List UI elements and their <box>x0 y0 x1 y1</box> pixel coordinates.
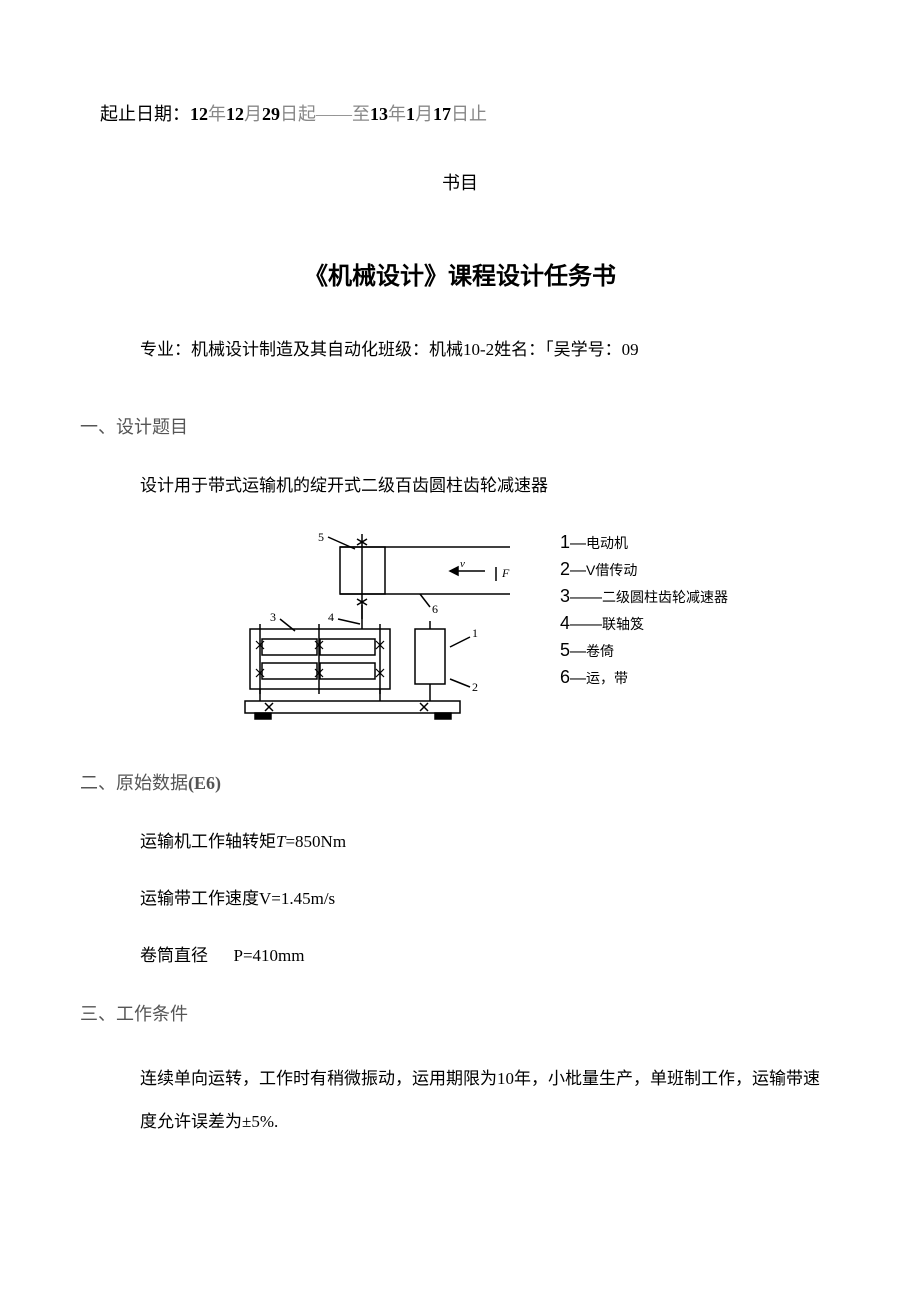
legend-item-1: 1—电动机 <box>560 529 728 556</box>
diagram-section: 5 v F 6 <box>100 529 820 729</box>
svg-text:5: 5 <box>318 530 324 544</box>
date-t6: 日止 <box>451 104 487 124</box>
date-t2: 月 <box>244 104 262 124</box>
date-month1: 12 <box>226 104 244 124</box>
section3-heading: 三、工作条件 <box>80 1000 820 1029</box>
svg-text:2: 2 <box>472 680 478 694</box>
date-day1: 29 <box>262 104 280 124</box>
date-t3: 日起——至 <box>280 104 370 124</box>
date-day2: 17 <box>433 104 451 124</box>
document-title: 《机械设计》课程设计任务书 <box>100 258 820 296</box>
legend-item-6: 6—运，带 <box>560 664 728 691</box>
legend-item-5: 5—卷倚 <box>560 637 728 664</box>
legend-item-2: 2—V借传动 <box>560 556 728 583</box>
date-t5: 月 <box>415 104 433 124</box>
section1-heading: 一、设计题目 <box>80 413 820 442</box>
date-month2: 1 <box>406 104 415 124</box>
data-speed: 运输带工作速度V=1.45m/s <box>100 885 820 912</box>
svg-text:6: 6 <box>432 602 438 616</box>
data-diameter: 卷筒直径 P=410mm <box>100 942 820 969</box>
svg-text:F: F <box>501 566 510 580</box>
data-torque: 运输机工作轴转矩T=850Nm <box>100 828 820 855</box>
svg-text:3: 3 <box>270 610 276 624</box>
svg-text:4: 4 <box>328 610 334 624</box>
legend-item-3: 3——二级圆柱齿轮减速器 <box>560 583 728 610</box>
mechanical-diagram: 5 v F 6 <box>220 529 520 729</box>
section2-heading: 二、原始数据(E6) <box>80 769 820 798</box>
date-prefix: 起止日期： <box>100 104 190 124</box>
date-range-line: 起止日期：12年12月29日起——至13年1月17日止 <box>100 100 820 129</box>
date-t1: 年 <box>208 104 226 124</box>
svg-text:v: v <box>460 558 465 570</box>
section3-text: 连续单向运转，工作时有稍微振动，运用期限为10年，小枇量生产，单班制工作，运输带… <box>100 1058 820 1143</box>
date-year2: 13 <box>370 104 388 124</box>
svg-text:1: 1 <box>472 626 478 640</box>
student-info-line: 专业：机械设计制造及其自动化班级：机械10-2姓名：「吴学号：09 <box>100 336 820 363</box>
date-t4: 年 <box>388 104 406 124</box>
legend-item-4: 4——联轴笈 <box>560 610 728 637</box>
section1-text: 设计用于带式运输机的绽开式二级百齿圆柱齿轮减速器 <box>100 472 820 499</box>
diagram-legend: 1—电动机 2—V借传动 3——二级圆柱齿轮减速器 4——联轴笈 5—卷倚 6—… <box>560 529 728 691</box>
toc-label: 书目 <box>100 169 820 198</box>
date-year1: 12 <box>190 104 208 124</box>
